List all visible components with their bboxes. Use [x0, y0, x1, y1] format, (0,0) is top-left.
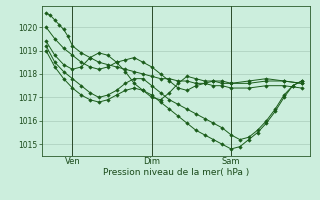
X-axis label: Pression niveau de la mer( hPa ): Pression niveau de la mer( hPa ): [103, 168, 249, 177]
